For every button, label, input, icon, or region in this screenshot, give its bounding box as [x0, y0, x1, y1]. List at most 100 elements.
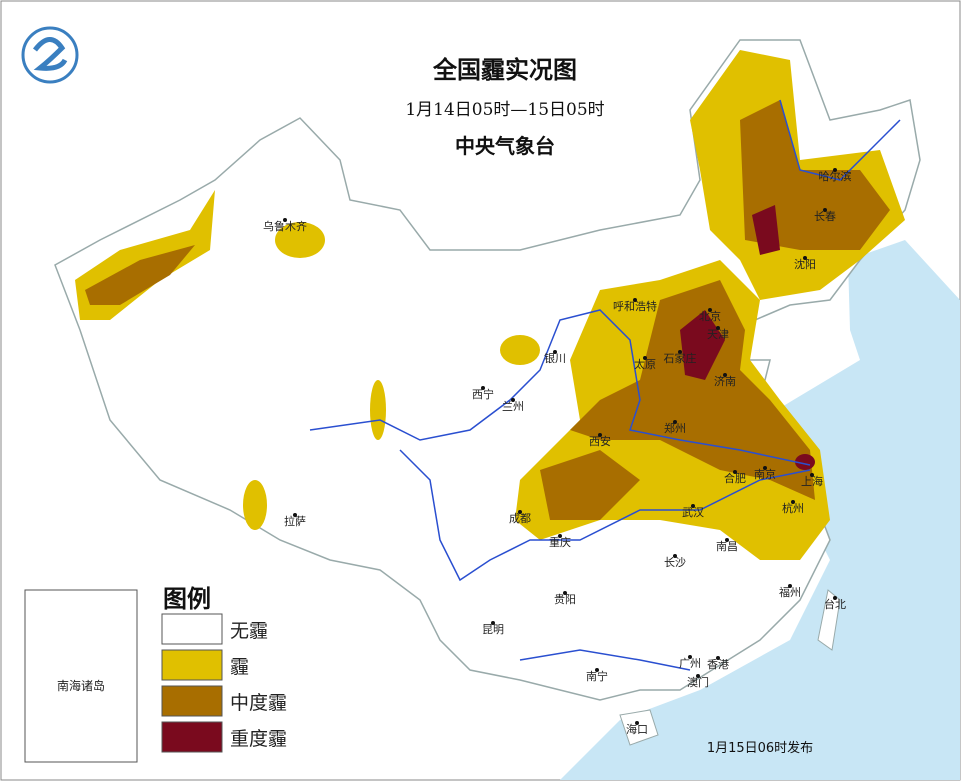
city-label: 西安 — [589, 434, 611, 448]
legend-swatch — [161, 685, 223, 717]
city-dot — [688, 655, 692, 659]
city-dot — [723, 373, 727, 377]
issuer: 中央气象台 — [455, 134, 555, 158]
logo — [21, 26, 79, 84]
city-label: 乌鲁木齐 — [263, 219, 307, 233]
city-label: 长春 — [814, 210, 836, 223]
sea — [848, 240, 960, 420]
city-label: 呼和浩特 — [613, 299, 657, 313]
moderate-haze-areas — [85, 100, 890, 520]
severe-haze-areas — [680, 205, 815, 470]
city-dot — [598, 433, 602, 437]
city-label: 重庆 — [549, 535, 571, 549]
city-label: 昆明 — [482, 623, 504, 636]
city-label: 北京 — [699, 309, 721, 323]
legend-label: 重度霾 — [230, 728, 287, 750]
city-dot — [763, 466, 767, 470]
legend-swatch — [161, 649, 223, 681]
city-label: 福州 — [779, 585, 801, 599]
city-label: 香港 — [707, 658, 729, 671]
city-label: 杭州 — [782, 501, 804, 515]
city-label: 广州 — [679, 657, 701, 670]
city-dot — [558, 534, 562, 538]
city-label: 兰州 — [502, 400, 524, 413]
inset-label: 南海诸岛 — [57, 678, 105, 693]
city-dot — [803, 256, 807, 260]
severe-haze — [795, 454, 815, 470]
city-dot — [595, 668, 599, 672]
city-label: 合肥 — [724, 471, 746, 485]
city-label: 哈尔滨 — [819, 169, 852, 183]
city-label: 沈阳 — [794, 257, 816, 271]
legend-title: 图例 — [163, 585, 211, 613]
rivers — [309, 99, 901, 671]
city-dot — [696, 674, 700, 678]
city-dot — [673, 420, 677, 424]
city-dot — [553, 350, 557, 354]
city-dot — [716, 326, 720, 330]
city-label: 南昌 — [716, 540, 738, 553]
city-label: 南京 — [754, 467, 776, 481]
legend-label: 中度霾 — [230, 692, 287, 714]
city-label: 天津 — [707, 328, 729, 341]
haze — [243, 480, 267, 530]
city-dot — [833, 168, 837, 172]
inset-frame — [24, 589, 138, 763]
city-dot — [481, 386, 485, 390]
city-dot — [733, 470, 737, 474]
severe-haze — [752, 205, 780, 255]
city-dot — [293, 513, 297, 517]
title: 全国霾实况图 — [432, 56, 577, 84]
city-dot — [833, 596, 837, 600]
legend-swatch — [161, 721, 223, 753]
sea — [560, 300, 960, 780]
legend-label: 霾 — [230, 656, 249, 678]
city-label: 银川 — [544, 351, 566, 365]
legend-swatch — [161, 613, 223, 645]
moderate-haze — [540, 450, 640, 520]
songhua-river — [779, 99, 901, 181]
city-dot — [563, 591, 567, 595]
city-dot — [678, 350, 682, 354]
yellow-river — [309, 309, 811, 466]
city-dot — [283, 218, 287, 222]
city-label: 石家庄 — [664, 351, 697, 365]
city-dot — [708, 308, 712, 312]
legend-label: 无霾 — [230, 620, 268, 642]
yangtze-river — [399, 449, 811, 582]
moderate-haze — [570, 280, 815, 500]
city-label: 澳门 — [687, 675, 709, 689]
logo-mark — [33, 37, 68, 71]
city-label: 济南 — [714, 374, 736, 388]
haze — [275, 222, 325, 258]
city-label: 西宁 — [472, 387, 494, 401]
city-dot — [518, 510, 522, 514]
city-dot — [511, 398, 515, 402]
city-label: 海口 — [626, 722, 648, 736]
severe-haze — [680, 310, 725, 380]
city-dot — [725, 538, 729, 542]
city-label: 长沙 — [664, 556, 686, 569]
hainan — [619, 709, 659, 746]
city-dot — [691, 504, 695, 508]
haze — [500, 335, 540, 365]
city-dot — [673, 554, 677, 558]
city-label: 太原 — [634, 358, 656, 371]
moderate-haze — [85, 245, 195, 305]
city-dot — [791, 500, 795, 504]
city-label: 成都 — [509, 512, 531, 525]
pearl-river — [519, 649, 691, 671]
city-dot — [716, 656, 720, 660]
moderate-haze — [740, 100, 890, 250]
city-dot — [635, 721, 639, 725]
city-dot — [491, 621, 495, 625]
city-dot — [810, 473, 814, 477]
city-label: 上海 — [801, 474, 823, 488]
release-time: 1月15日06时发布 — [707, 740, 813, 756]
city-label: 台北 — [824, 597, 846, 611]
city-dot — [823, 208, 827, 212]
